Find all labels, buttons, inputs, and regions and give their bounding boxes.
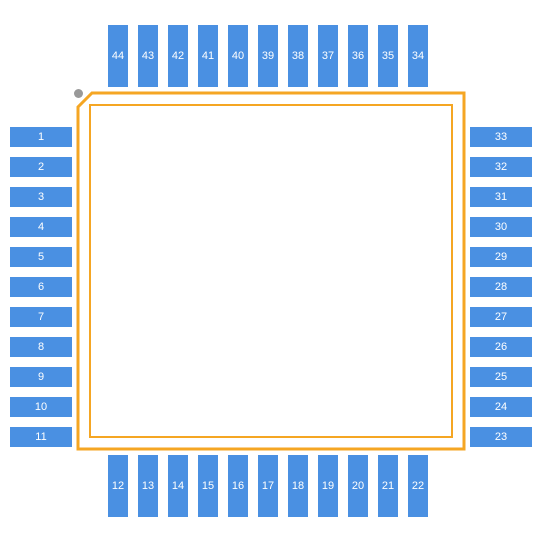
package-outline (0, 0, 542, 542)
qfp-package-diagram: { "package": { "pin_color": "#4a90e2", "… (0, 0, 542, 542)
pin1-indicator-dot (74, 89, 83, 98)
